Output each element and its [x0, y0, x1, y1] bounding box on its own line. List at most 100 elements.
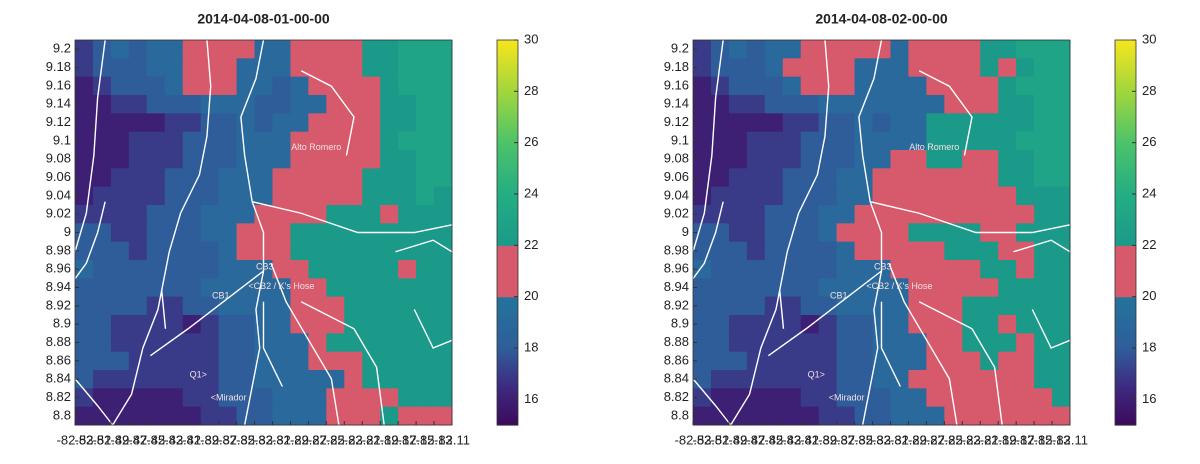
- heat-cell: [1034, 58, 1053, 78]
- river: [74, 39, 106, 252]
- heat-cell: [782, 333, 802, 353]
- heat-cell: [272, 58, 291, 78]
- colorbar-swatch: [1115, 158, 1136, 162]
- heat-cell: [782, 388, 802, 408]
- heat-cell: [272, 315, 291, 334]
- y-tick-label: 9.18: [46, 59, 71, 74]
- annotation: CB3: [874, 262, 892, 272]
- heat-cell: [836, 370, 856, 389]
- colorbar-swatch: [1115, 127, 1136, 131]
- y-tick-label: 8.82: [46, 389, 71, 404]
- heat-cell: [326, 150, 345, 169]
- heat-cell: [800, 406, 820, 426]
- heat-cell: [344, 315, 363, 334]
- colorbar-swatch: [497, 317, 518, 321]
- y-tick-label: 8.96: [46, 261, 71, 276]
- heat-cell: [890, 278, 909, 298]
- heat-cell: [290, 168, 309, 188]
- heat-cell: [872, 388, 891, 408]
- heat-cell: [380, 58, 399, 78]
- colorbar-swatch: [1115, 117, 1136, 121]
- heat-cell: [890, 131, 909, 151]
- heat-cell: [962, 40, 981, 59]
- heat-cell: [980, 95, 999, 114]
- colorbar-swatch: [497, 237, 518, 241]
- heat-cell: [434, 95, 453, 114]
- colorbar-swatch: [497, 319, 518, 323]
- heat-cell: [380, 351, 399, 371]
- heat-cell: [854, 296, 874, 316]
- y-tick-label: 8.9: [671, 316, 689, 331]
- x-tick-label: -82.15: [1016, 432, 1053, 447]
- heat-cell: [710, 260, 730, 279]
- colorbar-swatch: [1115, 240, 1136, 244]
- heat-cell: [998, 113, 1017, 133]
- heat-cell: [746, 296, 766, 316]
- colorbar-swatch: [1115, 214, 1136, 218]
- colorbar-swatch: [497, 386, 518, 390]
- heat-cell: [92, 113, 112, 133]
- heat-cell: [1034, 223, 1053, 243]
- heat-cell: [1034, 40, 1053, 59]
- colorbar-swatch: [497, 391, 518, 395]
- x-tick-label: -82.43: [146, 432, 183, 447]
- y-tick-label: 9.2: [53, 41, 71, 56]
- heat-cell: [1016, 296, 1035, 316]
- heat-cell: [980, 205, 999, 224]
- colorbar-swatch: [497, 188, 518, 193]
- heat-cell: [200, 351, 220, 371]
- colorbar-swatch: [1115, 376, 1136, 380]
- heat-cell: [728, 370, 748, 389]
- heat-cell: [128, 388, 148, 408]
- colorbar-swatch: [497, 273, 518, 277]
- heat-cell: [944, 186, 963, 206]
- heat-cell: [764, 315, 784, 334]
- x-tick-label: -82.53: [675, 432, 712, 447]
- heat-cell: [1016, 406, 1035, 426]
- heat-cell: [326, 223, 345, 243]
- heat-cell: [1016, 150, 1035, 169]
- colorbar-swatch: [1115, 65, 1136, 69]
- heat-cell: [998, 40, 1017, 59]
- heat-cell: [872, 370, 891, 389]
- heat-cell: [182, 223, 202, 243]
- heat-cell: [728, 150, 748, 169]
- heat-cell: [854, 58, 874, 78]
- colorbar-tick-label: 18: [1142, 339, 1156, 354]
- colorbar-tick-label: 16: [524, 391, 538, 406]
- heat-cell: [962, 58, 981, 78]
- colorbar-swatch: [497, 304, 518, 308]
- heat-cell: [693, 58, 712, 78]
- colorbar-swatch: [497, 250, 518, 254]
- colorbar-swatch: [497, 258, 518, 262]
- heat-cell: [416, 296, 435, 316]
- colorbar-swatch: [1115, 114, 1136, 118]
- heat-cell: [854, 351, 874, 371]
- colorbar-swatch: [497, 414, 518, 418]
- heat-cell: [872, 131, 891, 151]
- heat-cell: [380, 388, 399, 408]
- heat-cell: [800, 333, 820, 353]
- x-tick-label: -82.27: [908, 432, 945, 447]
- colorbar-swatch: [497, 342, 518, 347]
- colorbar-swatch: [497, 168, 518, 172]
- heat-cell: [272, 406, 291, 426]
- colorbar-swatch: [497, 286, 518, 290]
- heat-cell: [290, 296, 309, 316]
- heat-cell: [254, 40, 273, 59]
- heat-cell: [693, 388, 712, 408]
- heat-cell: [362, 351, 381, 371]
- colorbar-swatch: [1115, 163, 1136, 167]
- heat-cell: [326, 168, 345, 188]
- colorbar-swatch: [1115, 260, 1136, 264]
- colorbar-swatch: [497, 389, 518, 393]
- heat-cell: [398, 58, 417, 78]
- heat-cell: [398, 296, 417, 316]
- heat-cell: [326, 370, 345, 389]
- heat-cell: [926, 205, 945, 224]
- heat-cell: [398, 150, 417, 169]
- heat-cell: [326, 241, 345, 261]
- heat-cell: [710, 168, 730, 188]
- heat-cell: [218, 113, 238, 133]
- heat-cell: [182, 351, 202, 371]
